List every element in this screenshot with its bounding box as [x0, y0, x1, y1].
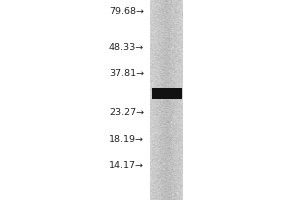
Text: 37.81→: 37.81→ [109, 68, 144, 77]
Text: 48.33→: 48.33→ [109, 43, 144, 51]
Text: 23.27→: 23.27→ [109, 108, 144, 117]
Text: 14.17→: 14.17→ [109, 162, 144, 170]
Text: 79.68→: 79.68→ [109, 6, 144, 16]
Text: 18.19→: 18.19→ [109, 134, 144, 144]
Bar [152, 88, 182, 99]
